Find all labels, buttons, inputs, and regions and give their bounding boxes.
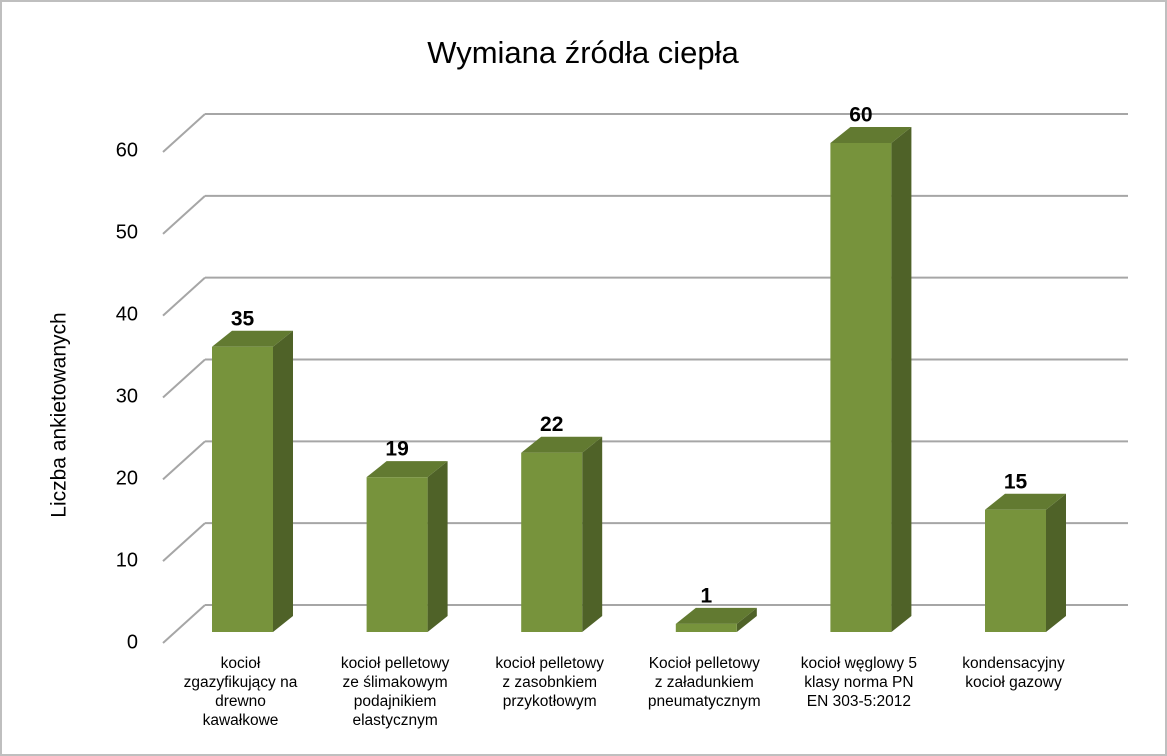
bar-top — [675, 607, 757, 624]
bar-top — [366, 461, 448, 478]
y-tick-label: 30 — [116, 385, 138, 407]
value-label: 60 — [849, 104, 872, 127]
y-tick-label: 40 — [116, 303, 138, 325]
grid-line-side — [162, 276, 206, 317]
y-axis-label: Liczba ankietowanych — [48, 312, 71, 517]
x-tick-label: z załadunkiem — [655, 674, 754, 691]
x-tick-label: kocioł — [221, 655, 261, 672]
value-label: 19 — [385, 438, 408, 461]
bar-top — [521, 436, 603, 453]
bar-top — [985, 493, 1066, 510]
y-tick-label: 50 — [116, 221, 138, 243]
x-tick-label: Kocioł pelletowy — [649, 655, 760, 672]
x-tick-label: kondensacyjny — [962, 655, 1065, 672]
x-tick-label: kawałkowe — [203, 712, 279, 729]
bar — [675, 623, 737, 632]
bar-side — [1046, 493, 1066, 632]
bar — [212, 346, 273, 632]
bar-side — [736, 607, 757, 632]
x-tick-label: drewno — [215, 693, 266, 710]
value-label: 35 — [231, 307, 255, 330]
value-label: 22 — [540, 413, 563, 436]
x-tick-label: ze ślimakowym — [343, 674, 448, 691]
bar-top — [212, 330, 293, 347]
y-tick-label: 0 — [127, 631, 138, 653]
bar — [985, 509, 1046, 632]
bar-side — [582, 436, 603, 632]
x-tick-label: przykotłowym — [503, 693, 597, 710]
value-label: 15 — [1004, 470, 1028, 493]
x-tick-label: kocioł węglowy 5 — [801, 655, 917, 672]
x-tick-label: kocioł gazowy — [965, 674, 1062, 691]
grid-line-side — [162, 358, 206, 399]
y-tick-label: 20 — [116, 467, 138, 489]
chart-title: Wymiana źródła ciepła — [427, 35, 739, 70]
bar — [830, 143, 892, 632]
x-tick-label: EN 303-5:2012 — [807, 693, 911, 710]
value-label: 1 — [700, 584, 712, 607]
y-tick-label: 60 — [116, 139, 138, 161]
x-tick-label: kocioł pelletowy — [341, 655, 450, 672]
x-tick-label: zgazyfikujący na — [184, 674, 298, 691]
y-tick-label: 10 — [116, 549, 138, 571]
x-tick-label: kocioł pelletowy — [495, 655, 604, 672]
bar-side — [891, 127, 912, 632]
bar-side — [273, 330, 293, 632]
grid-line-side — [162, 604, 206, 644]
bar-side — [427, 461, 448, 632]
x-tick-label: klasy norma PN — [804, 674, 913, 691]
x-tick-label: elastycznym — [352, 712, 437, 729]
x-tick-label: z zasobnkiem — [502, 674, 597, 691]
grid-line-side — [162, 113, 206, 153]
grid-line-side — [162, 522, 206, 562]
grid-line-side — [162, 195, 206, 235]
bar — [521, 452, 583, 632]
grid-line-side — [162, 440, 206, 481]
bar-top — [830, 127, 912, 143]
x-tick-label: pneumatycznym — [648, 693, 761, 710]
bar — [366, 477, 428, 632]
x-tick-label: podajnikiem — [354, 693, 437, 710]
